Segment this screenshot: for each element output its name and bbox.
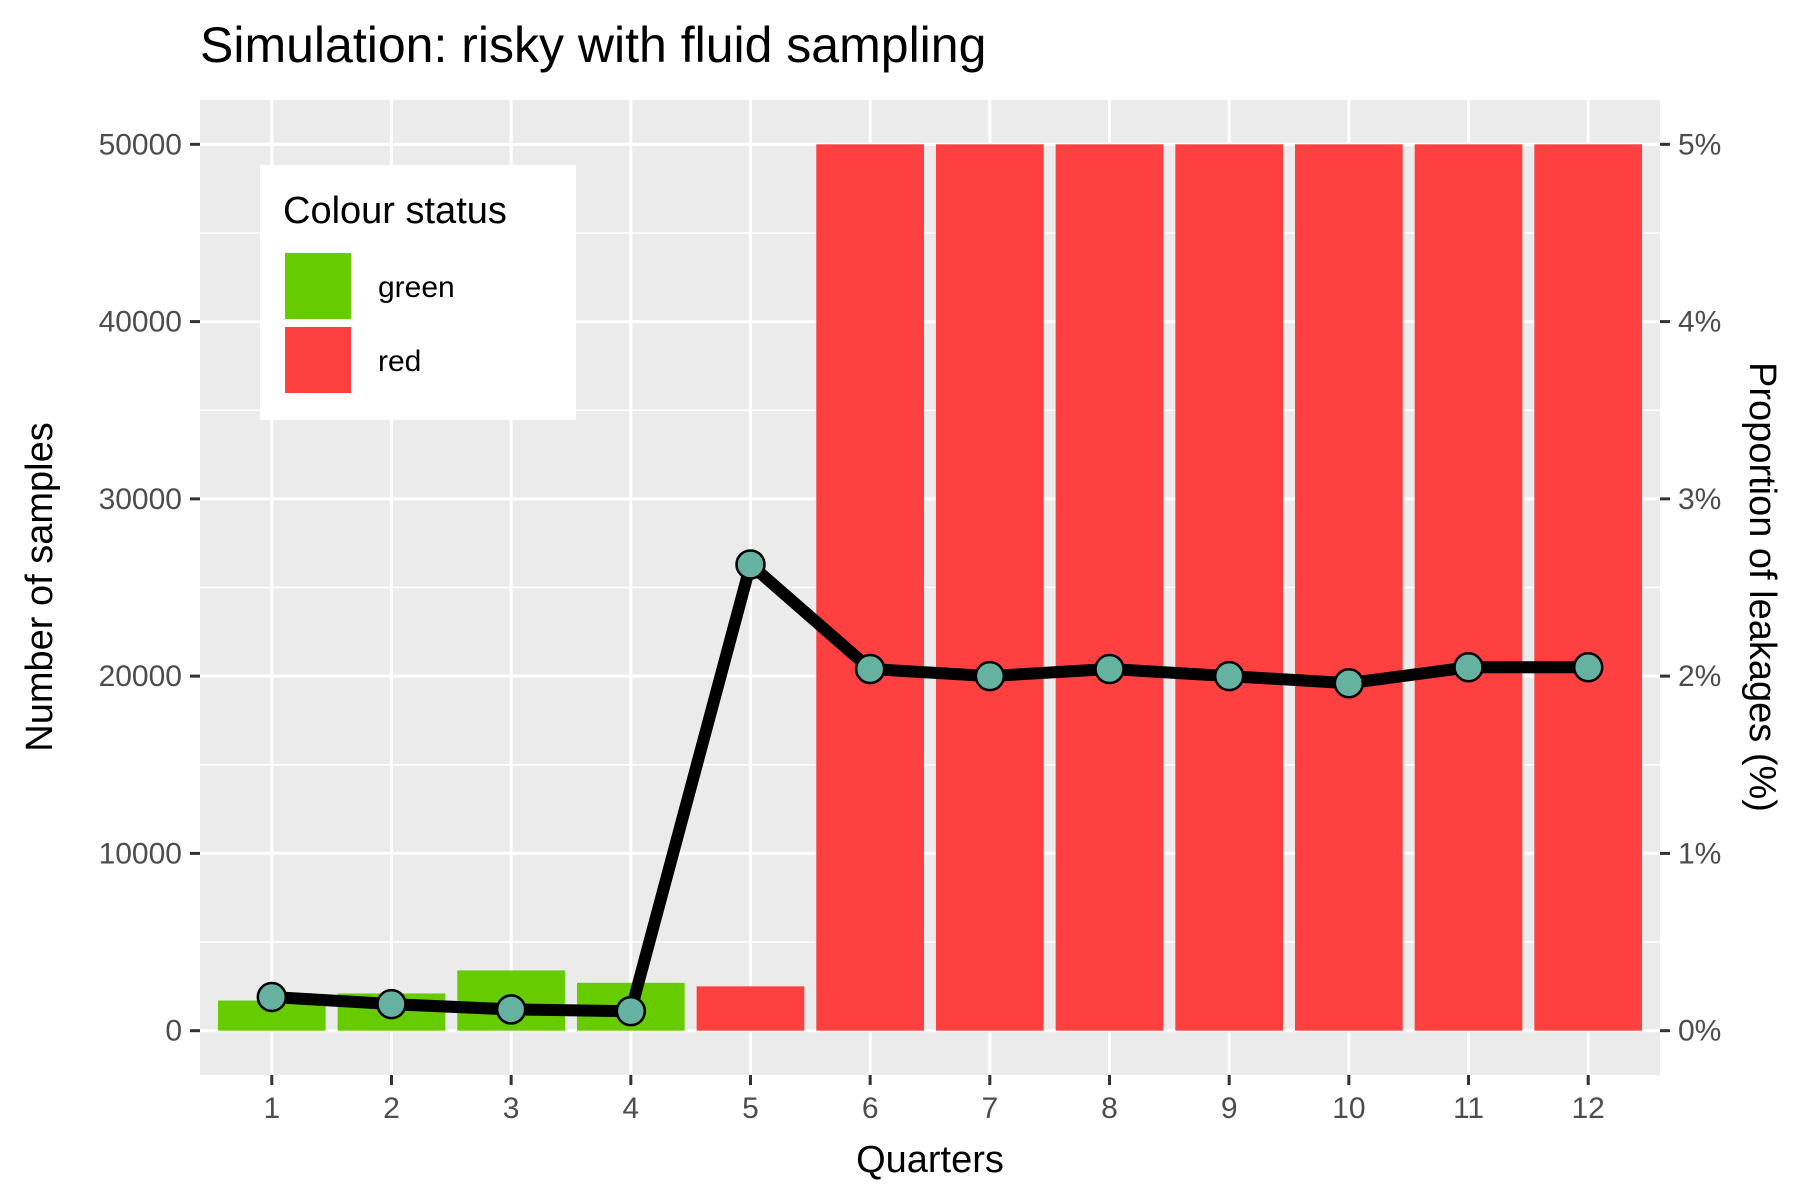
legend-key-green [283, 251, 353, 321]
x-tick-label: 1 [263, 1092, 280, 1125]
y2-tick-label: 0% [1678, 1015, 1721, 1048]
leakage-point-7 [974, 660, 1006, 692]
y-axis-title: Number of samples [19, 422, 61, 751]
x-tick-label: 10 [1332, 1092, 1365, 1125]
leakage-point-1 [256, 981, 288, 1013]
leakage-point-11 [1453, 652, 1484, 683]
x-tick-label: 4 [622, 1092, 639, 1125]
x-tick-label: 11 [1453, 1092, 1484, 1125]
x-tick-label: 8 [1101, 1092, 1118, 1125]
leakage-points [256, 549, 1604, 1027]
leakage-point-12 [1572, 652, 1604, 683]
y-tick-label: 20000 [99, 660, 182, 693]
x-tick-label: 3 [503, 1092, 520, 1125]
leakage-point-8 [1094, 653, 1125, 685]
y-tick-label: 10000 [99, 837, 182, 870]
x-tick-label: 5 [742, 1092, 759, 1125]
y-axis-left: 0 10000 20000 30000 40000 50000 [99, 128, 200, 1048]
x-axis: 1 2 3 4 5 6 7 8 9 10 11 12 [263, 1075, 1605, 1125]
bars [217, 144, 1643, 1031]
leakage-point-4 [615, 995, 647, 1027]
legend: Colour status green red [260, 165, 576, 420]
legend-label-red: red [378, 345, 421, 378]
x-tick-label: 12 [1572, 1092, 1605, 1125]
y-axis-right: 0% 1% 2% 3% 4% 5% [1660, 128, 1721, 1048]
y2-tick-label: 1% [1678, 837, 1721, 870]
y2-tick-label: 3% [1678, 483, 1721, 516]
leakage-series-line [265, 558, 1595, 1018]
y-tick-label: 0 [165, 1015, 182, 1048]
legend-label-green: green [378, 271, 455, 304]
bar-6 [816, 144, 925, 1031]
leakage-point-6 [854, 653, 886, 685]
x-tick-label: 7 [981, 1092, 998, 1125]
bar-5 [696, 986, 805, 1031]
x-tick-label: 2 [383, 1092, 400, 1125]
legend-key-red [283, 325, 353, 395]
leakage-point-5 [735, 549, 766, 580]
leakage-point-2 [376, 988, 407, 1020]
x-axis-title: Quarters [856, 1139, 1004, 1181]
y2-axis-title: Proportion of leakages (%) [1741, 362, 1783, 812]
y2-tick-label: 5% [1678, 128, 1721, 161]
leakage-point-10 [1333, 667, 1365, 699]
leakage-line [265, 558, 1595, 1018]
bar-12 [1534, 144, 1643, 1031]
y-tick-label: 30000 [99, 483, 182, 516]
y-tick-label: 40000 [99, 306, 182, 339]
bar-8 [1055, 144, 1164, 1031]
y2-tick-label: 2% [1678, 660, 1721, 693]
bar-11 [1414, 144, 1523, 1031]
y2-tick-label: 4% [1678, 306, 1721, 339]
leakage-point-3 [495, 994, 527, 1025]
x-tick-label: 6 [862, 1092, 879, 1125]
leakage-point-9 [1213, 660, 1245, 692]
x-tick-label: 9 [1221, 1092, 1238, 1125]
chart-title: Simulation: risky with fluid sampling [200, 17, 986, 73]
y-tick-label: 50000 [99, 128, 182, 161]
legend-title: Colour status [283, 190, 507, 232]
bar-7 [935, 144, 1044, 1031]
bar-10 [1295, 144, 1403, 1031]
bar-9 [1175, 144, 1284, 1031]
